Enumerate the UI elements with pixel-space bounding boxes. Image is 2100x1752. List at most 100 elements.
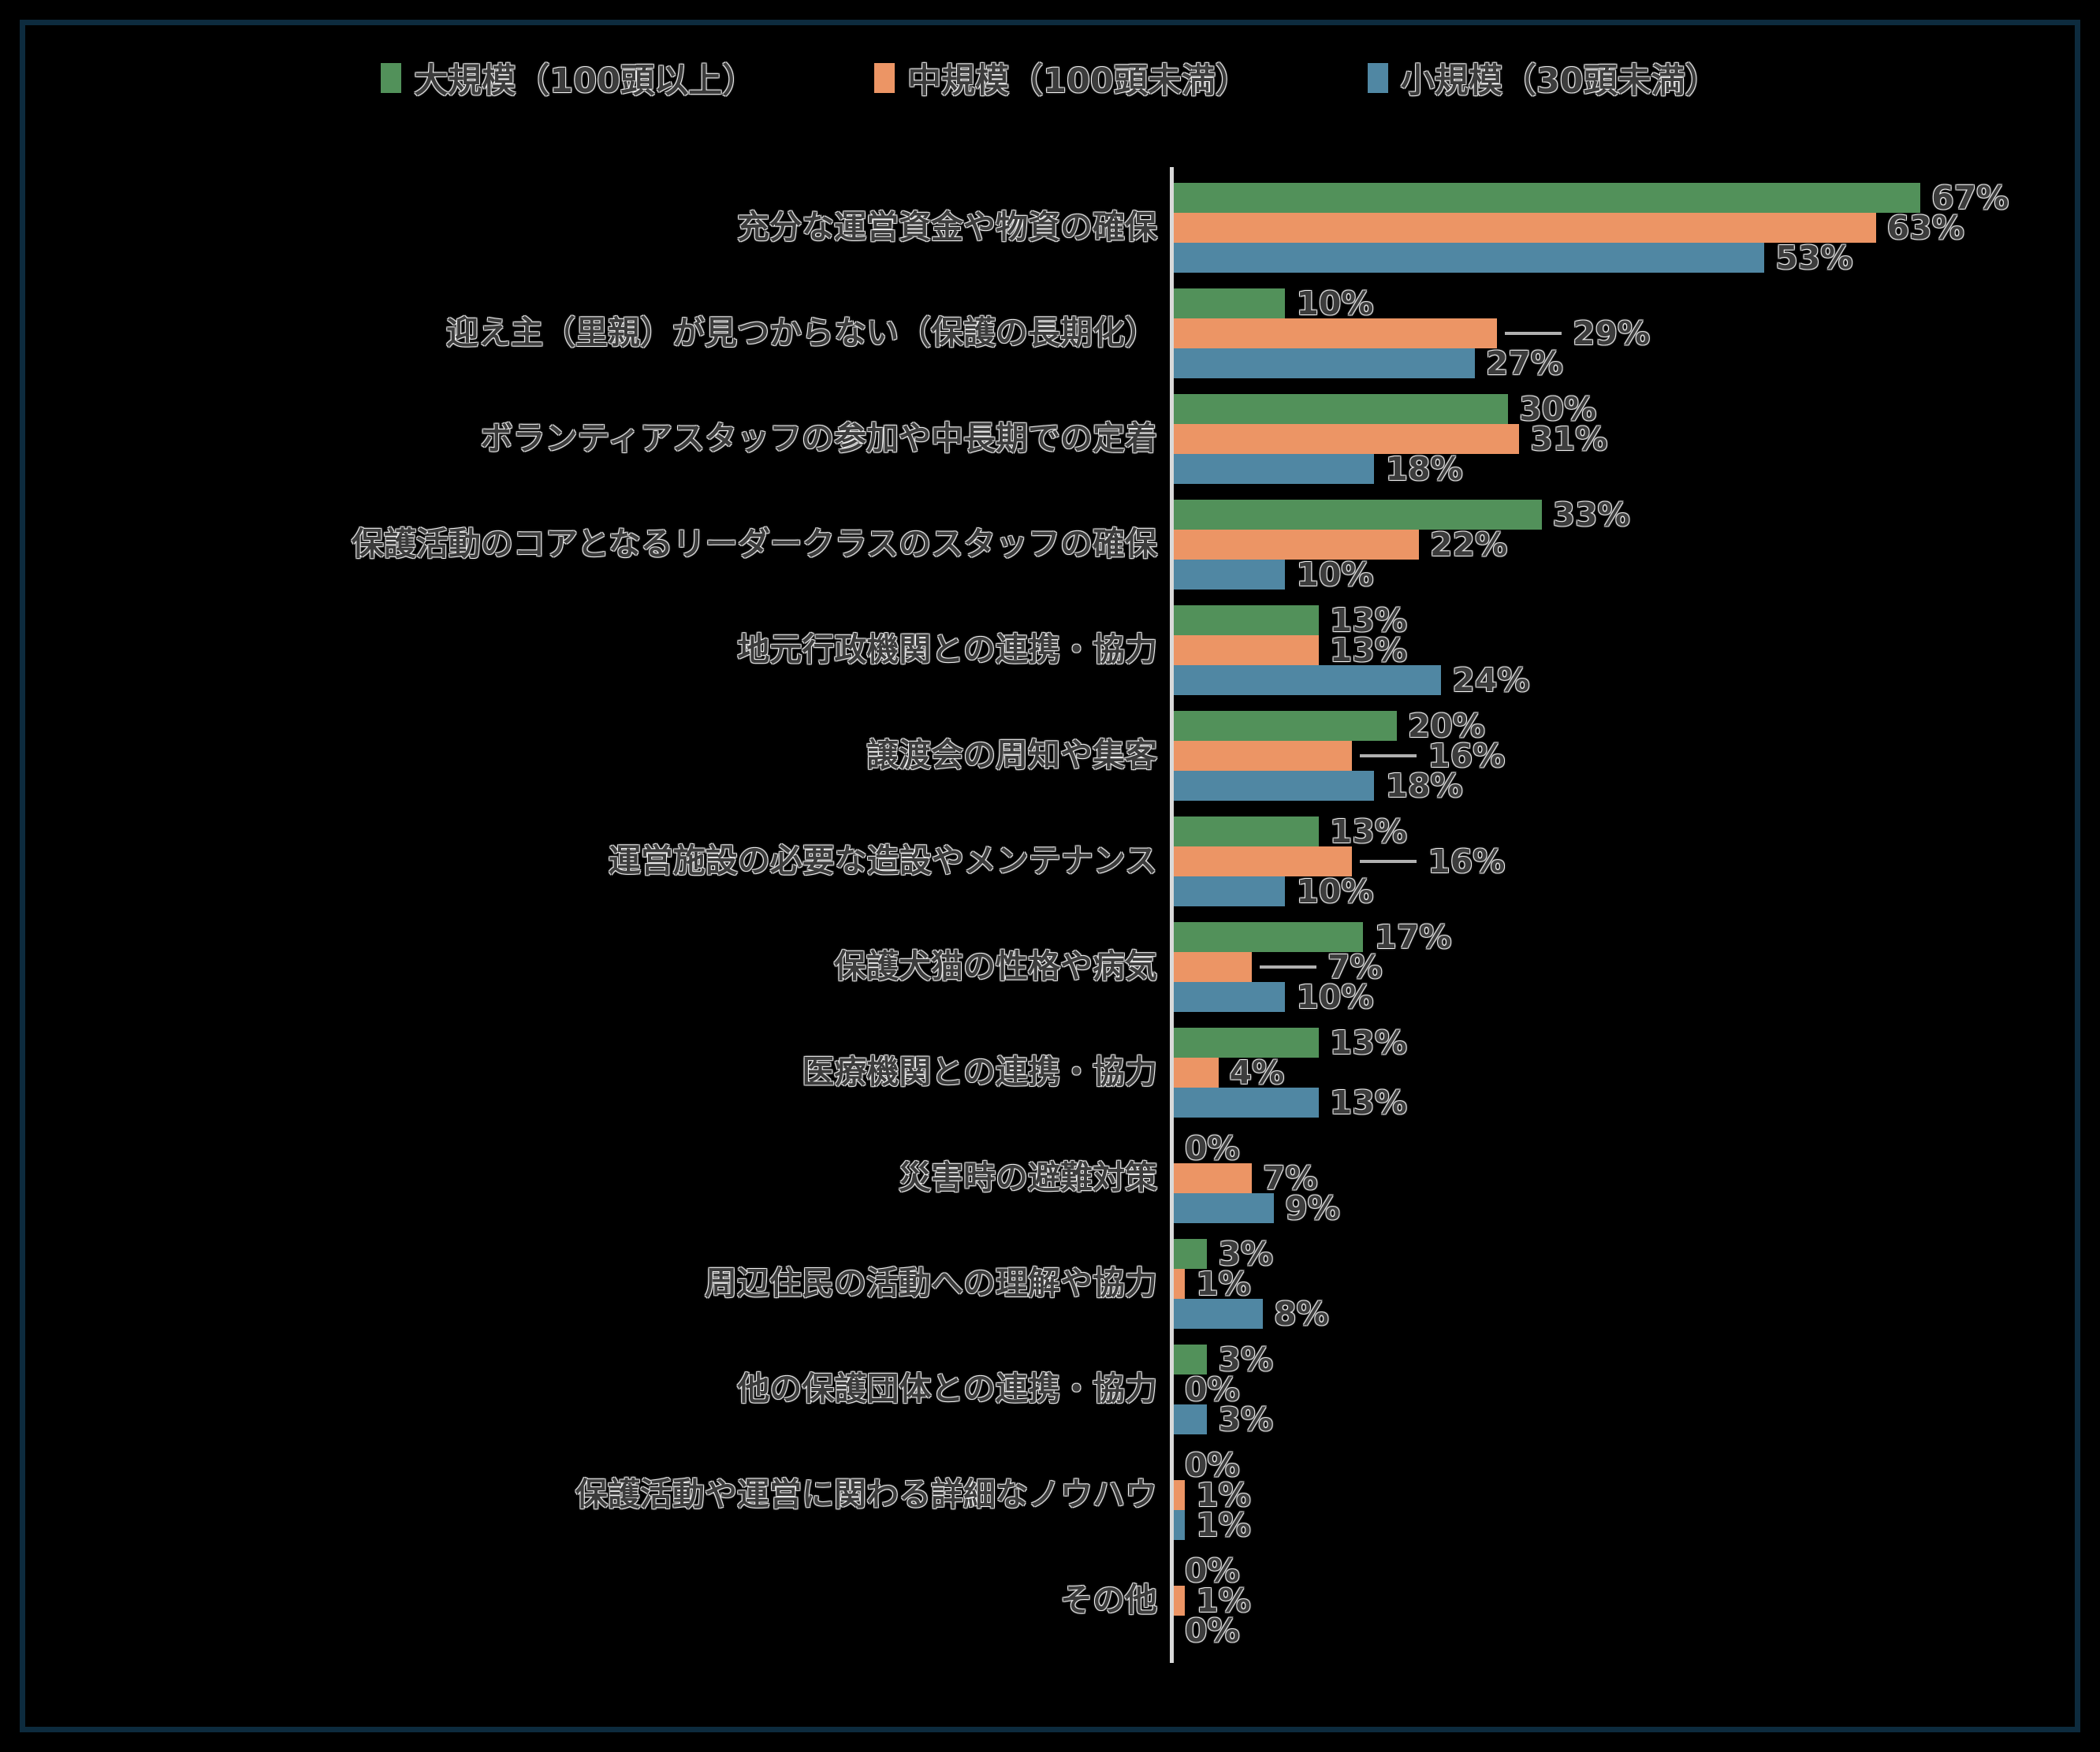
- bar-group: 0% 1% 0%: [1157, 1552, 2065, 1650]
- bar-line-small: 13%: [1174, 1084, 2065, 1122]
- value-label: 0%: [1185, 1552, 1240, 1590]
- value-label: 13%: [1329, 1084, 1407, 1122]
- value-label: 1%: [1196, 1476, 1251, 1514]
- category-label: 迎え主（里親）が見つからない（保護の長期化）: [446, 314, 1157, 352]
- category-label: 保護活動や運営に関わる詳細なノウハウ: [575, 1475, 1157, 1514]
- bar-line-small: 27%: [1174, 344, 2065, 382]
- legend-swatch-large: [381, 63, 402, 93]
- bar-line-large: 0%: [1174, 1446, 2065, 1484]
- legend-item-large: 大規模（100頭以上）: [381, 54, 756, 102]
- bar-line-small: 10%: [1174, 556, 2065, 593]
- category-label: その他: [1060, 1581, 1157, 1620]
- bar-small: [1174, 348, 1475, 378]
- plot-area: 充分な運営資金や物資の確保 67% 63% 53% 迎え主（里親）が見つからない（保護の…: [50, 167, 2065, 1663]
- bar-medium: [1174, 952, 1252, 982]
- category-row: 災害時の避難対策 0% 7% 9%: [50, 1125, 2065, 1231]
- leader-line: [1360, 860, 1417, 863]
- bar-line-medium: 16%: [1174, 843, 2065, 880]
- value-label: 53%: [1775, 239, 1853, 277]
- value-label: 10%: [1296, 978, 1374, 1016]
- bar-small: [1174, 771, 1375, 801]
- value-label: 20%: [1407, 707, 1485, 745]
- bar-line-medium: 29%: [1174, 314, 2065, 352]
- category-row: 運営施設の必要な造設やメンテナンス 13% 16% 10%: [50, 809, 2065, 914]
- category-axis-line: [1170, 167, 1174, 1663]
- bar-small: [1174, 243, 1765, 273]
- category-label: 保護犬猫の性格や病気: [834, 947, 1157, 986]
- legend-label-large: 大規模（100頭以上）: [414, 61, 757, 101]
- value-label: 8%: [1274, 1295, 1329, 1333]
- bar-medium: [1174, 1058, 1219, 1088]
- bar-line-large: 3%: [1174, 1341, 2065, 1378]
- value-label: 10%: [1296, 285, 1374, 322]
- legend-swatch-small: [1367, 63, 1388, 93]
- value-label: 13%: [1329, 1024, 1407, 1062]
- category-label: 運営施設の必要な造設やメンテナンス: [608, 842, 1157, 880]
- value-label: 7%: [1262, 1159, 1318, 1197]
- bar-group: 3% 0% 3%: [1157, 1341, 2065, 1438]
- bar-large: [1174, 394, 1509, 424]
- bar-line-large: 17%: [1174, 918, 2065, 956]
- bar-medium: [1174, 1480, 1186, 1510]
- bar-line-small: 10%: [1174, 978, 2065, 1016]
- value-label: 16%: [1428, 843, 1506, 880]
- value-label: 24%: [1452, 661, 1530, 699]
- bar-group: 3% 1% 8%: [1157, 1235, 2065, 1333]
- bar-group: 33% 22% 10%: [1157, 496, 2065, 593]
- category-label: 充分な運営資金や物資の確保: [737, 208, 1157, 247]
- bar-line-medium: 0%: [1174, 1371, 2065, 1408]
- bar-medium: [1174, 1163, 1252, 1193]
- category-row: 保護活動や運営に関わる詳細なノウハウ 0% 1% 1%: [50, 1442, 2065, 1548]
- value-label: 13%: [1329, 631, 1407, 669]
- value-label: 30%: [1519, 390, 1597, 428]
- category-row: 他の保護団体との連携・協力 3% 0% 3%: [50, 1337, 2065, 1442]
- category-row: その他 0% 1% 0%: [50, 1548, 2065, 1653]
- value-label: 29%: [1572, 314, 1651, 352]
- value-label: 3%: [1218, 1235, 1274, 1273]
- bar-line-medium: 13%: [1174, 631, 2065, 669]
- bar-medium: [1174, 424, 1520, 454]
- value-label: 0%: [1185, 1129, 1240, 1167]
- category-row: 保護犬猫の性格や病気 17% 7% 10%: [50, 914, 2065, 1020]
- bar-group: 20% 16% 18%: [1157, 707, 2065, 805]
- value-label: 17%: [1374, 918, 1452, 956]
- legend: 大規模（100頭以上） 中規模（100頭未満） 小規模（30頭未満）: [95, 54, 2005, 102]
- value-label: 13%: [1329, 601, 1407, 639]
- bar-line-medium: 7%: [1174, 948, 2065, 986]
- bar-line-large: 10%: [1174, 285, 2065, 322]
- bar-large: [1174, 288, 1286, 318]
- category-row: 周辺住民の活動への理解や協力 3% 1% 8%: [50, 1231, 2065, 1337]
- category-row: 充分な運営資金や物資の確保 67% 63% 53%: [50, 175, 2065, 281]
- value-label: 3%: [1218, 1400, 1274, 1438]
- bar-small: [1174, 1299, 1264, 1329]
- bar-line-small: 3%: [1174, 1400, 2065, 1438]
- leader-line: [1259, 965, 1316, 969]
- bar-small: [1174, 876, 1286, 906]
- bar-line-large: 13%: [1174, 601, 2065, 639]
- bar-group: 13% 13% 24%: [1157, 601, 2065, 699]
- value-label: 63%: [1886, 209, 1964, 247]
- bar-medium: [1174, 1269, 1186, 1299]
- bar-line-medium: 1%: [1174, 1476, 2065, 1514]
- bar-line-medium: 63%: [1174, 209, 2065, 247]
- bar-medium: [1174, 741, 1353, 771]
- bar-large: [1174, 922, 1364, 952]
- bar-small: [1174, 1088, 1319, 1118]
- bar-small: [1174, 560, 1286, 590]
- bar-small: [1174, 1510, 1186, 1540]
- leader-line: [1360, 754, 1417, 757]
- bar-line-medium: 1%: [1174, 1582, 2065, 1620]
- bar-line-small: 1%: [1174, 1506, 2065, 1544]
- bar-medium: [1174, 635, 1319, 665]
- value-label: 1%: [1196, 1506, 1251, 1544]
- legend-swatch-medium: [874, 63, 895, 93]
- bar-line-large: 13%: [1174, 1024, 2065, 1062]
- bar-small: [1174, 982, 1286, 1012]
- bar-large: [1174, 500, 1542, 530]
- bar-line-small: 10%: [1174, 872, 2065, 910]
- category-label: ボランティアスタッフの参加や中長期での定着: [480, 419, 1157, 458]
- value-label: 18%: [1385, 767, 1463, 805]
- bar-line-small: 9%: [1174, 1189, 2065, 1227]
- bar-group: 0% 1% 1%: [1157, 1446, 2065, 1544]
